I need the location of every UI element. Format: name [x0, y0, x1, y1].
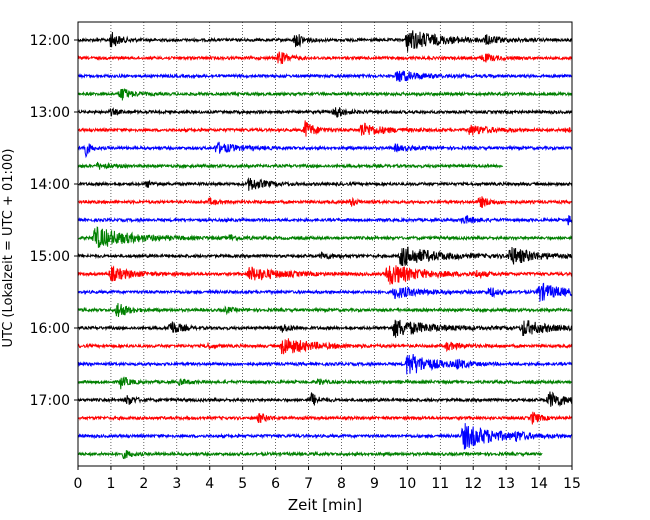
x-axis-title: Zeit [min] — [288, 496, 362, 514]
x-tick-label: 3 — [172, 476, 181, 492]
y-tick-label: 16:00 — [30, 321, 70, 337]
x-tick-label: 13 — [497, 476, 515, 492]
grid-layer — [110, 22, 540, 466]
x-tick-label: 8 — [337, 476, 346, 492]
x-tick-label: 9 — [370, 476, 379, 492]
y-tick-label: 13:00 — [30, 105, 70, 121]
seismogram-trace — [77, 226, 573, 248]
x-tick-label: 4 — [205, 476, 214, 492]
x-tick-label: 6 — [271, 476, 280, 492]
seismogram-trace — [77, 176, 573, 191]
seismogram-trace — [77, 338, 573, 355]
x-tick-label: 1 — [106, 476, 115, 492]
seismogram-trace — [77, 120, 573, 137]
seismogram-trace — [77, 423, 573, 450]
seismogram-trace — [77, 282, 573, 302]
seismogram-trace — [77, 319, 573, 338]
x-tick-label: 7 — [304, 476, 313, 492]
x-tick-label: 5 — [238, 476, 247, 492]
x-tick-label: 2 — [139, 476, 148, 492]
x-tick-label: 11 — [431, 476, 449, 492]
seismogram-trace — [77, 246, 573, 267]
seismogram-trace — [77, 106, 573, 118]
y-tick-label: 12:00 — [30, 33, 70, 49]
seismogram-trace — [77, 196, 573, 208]
seismogram-trace — [77, 214, 573, 226]
seismogram-trace — [77, 376, 573, 390]
seismogram-trace — [77, 70, 573, 82]
x-tick-label: 12 — [464, 476, 482, 492]
seismogram-trace — [77, 141, 573, 159]
seismogram-trace — [77, 303, 573, 317]
y-axis-title: UTC (Lokalzeit = UTC + 01:00) — [1, 149, 16, 348]
y-tick-label: 15:00 — [30, 249, 70, 265]
seismogram-trace — [77, 391, 573, 407]
plot-frame — [77, 21, 573, 467]
y-tick-label: 14:00 — [30, 177, 70, 193]
x-tick-label: 10 — [398, 476, 416, 492]
x-tick-label: 14 — [530, 476, 548, 492]
seismogram-trace — [77, 450, 543, 460]
tick-layer: 0 1 2 3 4 5 6 7 8 9 10 11 12 13 14 1512:0013:0014:0015:… — [30, 33, 581, 492]
y-tick-label: 17:00 — [30, 393, 70, 409]
x-tick-label: 0 — [74, 476, 83, 492]
seismogram-trace — [77, 411, 573, 425]
seismogram-trace — [77, 51, 573, 65]
seismogram-trace — [77, 87, 573, 101]
seismogram-trace — [77, 161, 504, 170]
x-tick-label: 15 — [563, 476, 581, 492]
trace-layer — [77, 30, 573, 460]
seismogram-trace — [77, 265, 573, 285]
seismogram-trace — [77, 354, 573, 375]
seismogram-trace — [77, 30, 573, 52]
